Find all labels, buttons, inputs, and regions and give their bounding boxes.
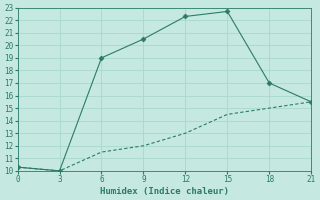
X-axis label: Humidex (Indice chaleur): Humidex (Indice chaleur) — [100, 187, 229, 196]
